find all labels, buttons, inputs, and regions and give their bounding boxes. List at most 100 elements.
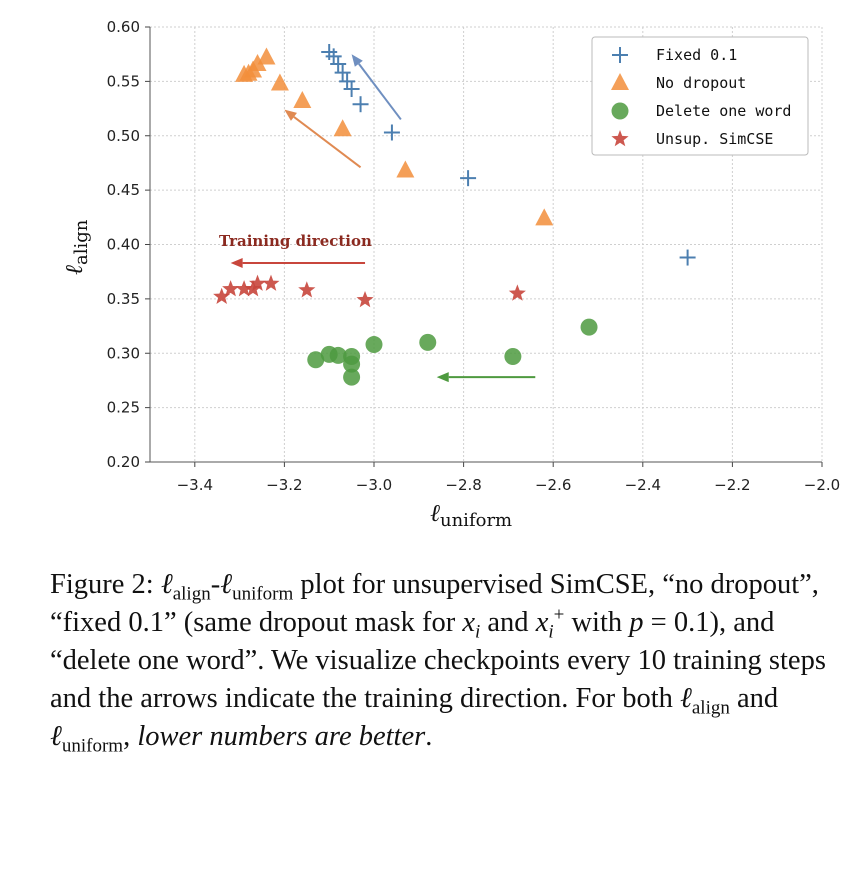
ell-symbol: ℓ — [680, 683, 692, 714]
data-point — [679, 249, 696, 266]
math-plus: + — [553, 604, 565, 626]
math-p: p — [629, 607, 644, 638]
legend-entry: Fixed 0.1 — [612, 46, 737, 64]
direction-arrow — [351, 54, 402, 121]
figure-label: Figure 2: — [50, 569, 154, 600]
data-point — [419, 333, 437, 351]
y-tick-label: 0.40 — [107, 236, 140, 254]
data-point — [298, 281, 316, 298]
data-point — [343, 368, 361, 386]
x-tick-label: −2.0 — [804, 476, 840, 494]
caption-text: and — [480, 607, 536, 638]
data-point — [257, 47, 276, 65]
x-tick-label: −2.6 — [535, 476, 571, 494]
legend: Fixed 0.1 No dropout Delete one word Unsup.… — [591, 36, 809, 156]
legend-entry: Unsup. SimCSE — [611, 130, 773, 148]
legend-marker — [611, 73, 629, 90]
training-direction-annotation: Training direction — [219, 232, 372, 250]
data-point — [396, 160, 415, 178]
subscript: uniform — [232, 583, 294, 605]
data-point — [321, 44, 338, 61]
arrow-head — [284, 109, 297, 121]
series-fixed-0-1 — [321, 44, 696, 266]
caption-text: with — [564, 607, 630, 638]
data-point — [504, 348, 522, 366]
arrow-shaft — [293, 116, 362, 169]
data-point — [460, 170, 477, 187]
caption-text: and — [729, 683, 779, 714]
legend-marker — [611, 130, 629, 147]
y-tick-label: 0.45 — [107, 181, 140, 199]
data-point — [222, 280, 240, 297]
data-point — [383, 124, 400, 141]
legend-entry: No dropout — [611, 73, 746, 92]
direction-arrow — [230, 257, 366, 268]
data-point — [508, 284, 526, 301]
figure-caption: Figure 2: ℓalign-ℓuniform plot for unsup… — [50, 566, 858, 756]
subscript: align — [691, 697, 730, 719]
x-tick-label: −3.0 — [356, 476, 392, 494]
legend-label: No dropout — [656, 74, 746, 92]
legend-box — [591, 36, 809, 156]
caption-text: . — [425, 721, 433, 752]
y-tick-label: 0.20 — [107, 453, 140, 471]
math-i: i — [548, 621, 554, 643]
y-tick-label: 0.30 — [107, 344, 140, 362]
data-point — [307, 351, 325, 369]
x-tick-label: −3.2 — [266, 476, 302, 494]
data-point — [329, 346, 347, 364]
direction-arrow — [284, 109, 362, 169]
math-x: x — [462, 607, 475, 638]
data-points — [213, 44, 696, 386]
dash: - — [210, 569, 221, 600]
arrow-shaft — [358, 63, 402, 121]
x-tick-label: −2.2 — [714, 476, 750, 494]
data-point — [356, 291, 374, 308]
data-point — [365, 336, 383, 354]
data-point — [330, 55, 347, 72]
legend-label: Fixed 0.1 — [656, 46, 737, 64]
x-tick-label: −2.8 — [445, 476, 481, 494]
direction-arrows — [230, 54, 536, 383]
caption-text: plot for unsupervised SimCSE, “no dropou… — [50, 569, 819, 638]
subscript: uniform — [61, 735, 124, 757]
ell-symbol: ℓ — [160, 569, 173, 600]
math-x: x — [535, 607, 549, 638]
arrow-head — [230, 257, 243, 268]
arrow-head — [436, 372, 449, 383]
subscript: align — [172, 583, 211, 605]
legend-marker — [612, 47, 628, 63]
arrow-head — [351, 54, 363, 67]
caption-text: , — [123, 721, 138, 752]
y-tick-label: 0.25 — [107, 399, 140, 417]
x-tick-label: −2.4 — [625, 476, 661, 494]
legend-entry: Delete one word — [611, 102, 791, 120]
data-point — [352, 96, 369, 113]
legend-label: Delete one word — [656, 102, 791, 120]
y-axis-label: ℓalign — [60, 219, 92, 275]
data-point — [235, 64, 254, 82]
data-point — [334, 64, 351, 81]
data-point — [213, 287, 231, 304]
data-point — [235, 280, 253, 297]
x-axis-label: ℓuniform — [430, 499, 512, 531]
axes: −3.4 −3.2 −3.0 −2.8 −2.6 −2.4 −2.2 −2.0 0.20 0.25… — [107, 18, 841, 494]
data-point — [339, 73, 356, 90]
data-point — [293, 90, 312, 108]
math-i: i — [475, 621, 481, 643]
y-tick-label: 0.50 — [107, 127, 140, 145]
data-point — [270, 73, 289, 91]
x-tick-label: −3.4 — [177, 476, 213, 494]
data-point — [325, 48, 342, 65]
data-point — [262, 274, 280, 291]
data-point — [580, 318, 598, 336]
caption-emphasis: lower numbers are better — [137, 721, 426, 752]
y-tick-label: 0.60 — [107, 18, 140, 36]
data-point — [343, 355, 361, 373]
data-point — [249, 274, 267, 291]
data-point — [343, 80, 360, 97]
series-delete-one-word — [307, 318, 598, 386]
ell-symbol: ℓ — [220, 569, 233, 600]
series-unsup-simcse — [213, 274, 526, 308]
caption-text: = 0.1), and “delete one word”. We visual… — [50, 607, 826, 714]
